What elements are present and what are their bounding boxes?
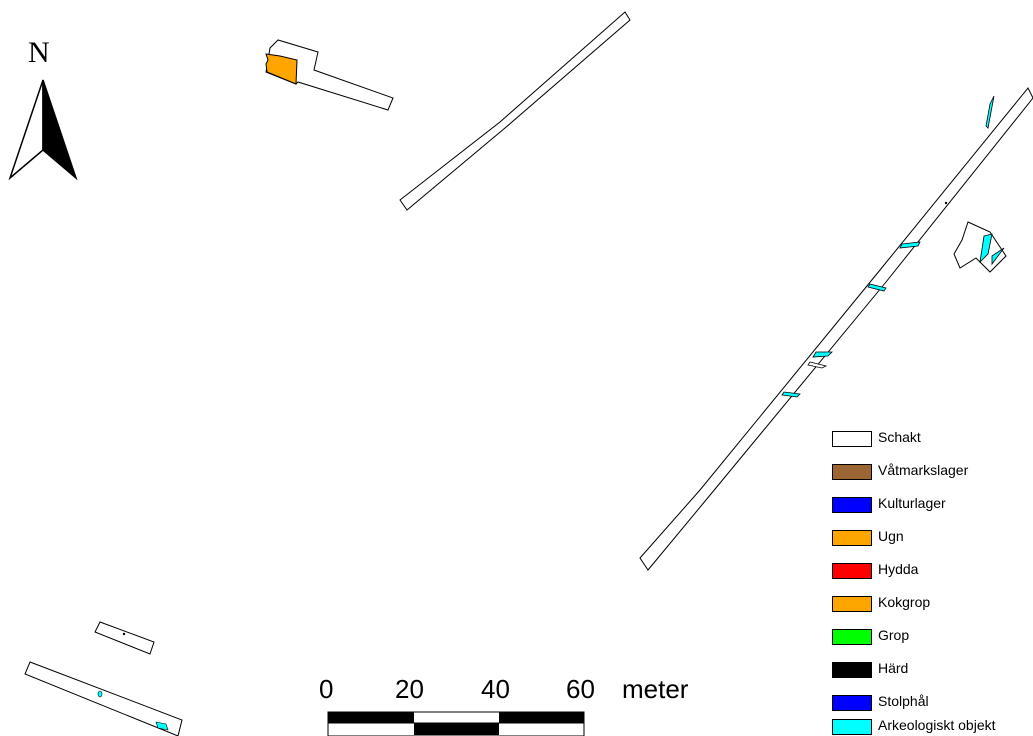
legend-item: Grop [832,626,1032,646]
trench-southwest-long [24,661,183,736]
legend-item: Ugn [832,527,1032,547]
legend-swatch [832,629,872,645]
arkeologiskt-objekt-4 [812,351,833,358]
trench-east-diagonal [639,87,1033,571]
legend-swatch [832,497,872,513]
arkeologiskt-objekt-3 [867,283,887,292]
north-arrow-icon [8,79,78,181]
hard-feature [944,201,948,205]
ugn-feature [265,53,298,85]
scale-bar [327,711,585,736]
legend-item: Schakt [832,428,1032,448]
trench-southwest-small [94,621,155,655]
legend-swatch [832,596,872,612]
scale-tick-60: 60 [566,674,595,704]
legend-item: Våtmarkslager [832,461,1032,481]
arkeologiskt-objekt-2 [899,241,921,249]
legend-label: Grop [878,627,910,643]
legend-label: Schakt [878,429,921,445]
scale-tick-0: 0 [319,674,334,704]
legend-label: Stolphål [878,693,929,709]
legend-label: Arkeologiskt objekt [878,717,996,733]
legend-label: Våtmarkslager [878,462,969,478]
trench-east-patch [953,221,1007,273]
legend-swatch [832,464,872,480]
legend-item: Stolphål [832,692,1032,712]
legend-item: Härd [832,659,1032,679]
legend-swatch [832,431,872,447]
legend-label: Härd [878,660,909,676]
legend-swatch [832,695,872,711]
legend-swatch [832,530,872,546]
legend-item: Kulturlager [832,494,1032,514]
scale-unit: meter [622,674,689,704]
north-label: N [28,36,50,69]
legend-label: Kokgrop [878,594,931,610]
legend-item: Kokgrop [832,593,1032,613]
legend-item: Hydda [832,560,1032,580]
trench-northwest [265,39,394,111]
legend-label: Hydda [878,561,919,577]
scale-tick-20: 20 [395,674,424,704]
legend-label: Kulturlager [878,495,946,511]
legend-swatch [832,563,872,579]
legend-swatch [832,719,872,735]
arkeologiskt-objekt-1 [985,95,995,129]
trench-north-diagonal [399,11,631,211]
scale-tick-40: 40 [481,674,510,704]
legend-item: Arkeologiskt objekt [832,716,1032,736]
legend-label: Ugn [878,528,904,544]
arkeologiskt-objekt-5 [781,391,801,398]
legend-swatch [832,662,872,678]
